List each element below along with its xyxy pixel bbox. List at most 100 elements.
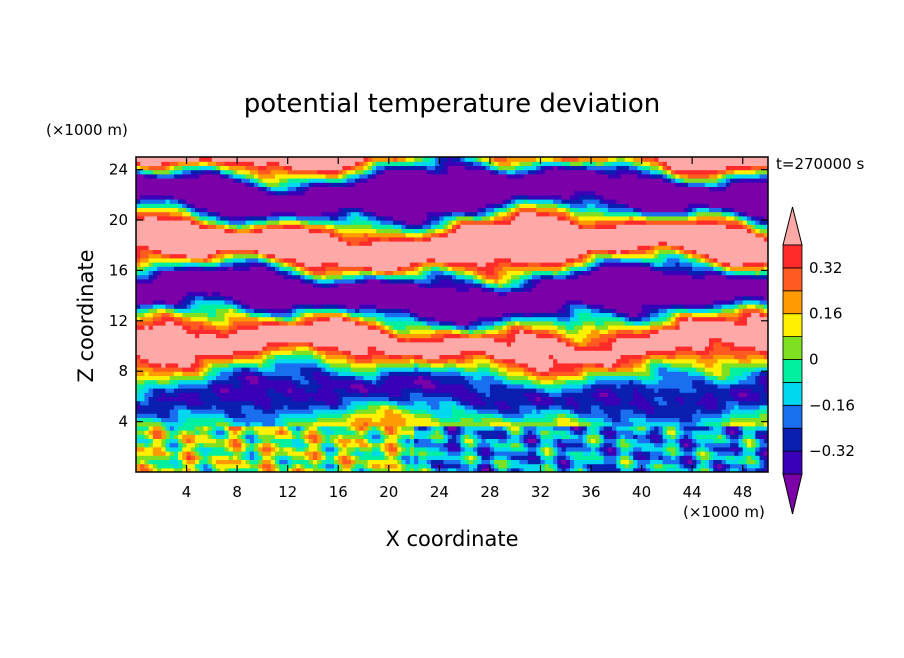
field-cell bbox=[574, 463, 584, 469]
field-cell bbox=[721, 463, 727, 469]
field-cell bbox=[338, 308, 348, 313]
field-cell bbox=[173, 451, 179, 456]
field-cell bbox=[519, 409, 533, 414]
field-cell bbox=[342, 467, 352, 472]
field-cell bbox=[409, 312, 415, 318]
field-cell bbox=[317, 451, 322, 456]
field-cell bbox=[380, 463, 386, 469]
colorbar-segment bbox=[782, 427, 803, 452]
field-cell bbox=[468, 434, 474, 439]
field-cell bbox=[388, 455, 394, 460]
field-cell bbox=[367, 430, 381, 435]
field-cell bbox=[199, 430, 209, 435]
field-cell bbox=[317, 316, 331, 322]
field-cell bbox=[376, 371, 381, 376]
field-cell bbox=[253, 400, 272, 406]
field-cell bbox=[746, 463, 761, 469]
field-cell bbox=[371, 425, 377, 431]
field-cell bbox=[523, 425, 537, 431]
field-cell bbox=[232, 299, 238, 305]
field-cell bbox=[152, 451, 167, 456]
field-cell bbox=[384, 463, 398, 469]
field-cell bbox=[241, 367, 251, 372]
field-cell bbox=[569, 274, 579, 280]
field-cell bbox=[321, 228, 335, 234]
field-cell bbox=[734, 215, 740, 221]
field-cell bbox=[675, 463, 681, 469]
field-cell bbox=[510, 341, 567, 347]
field-cell bbox=[532, 329, 550, 334]
field-cell bbox=[532, 287, 768, 292]
field-cell bbox=[692, 266, 714, 271]
field-cell bbox=[380, 430, 386, 435]
field-cell bbox=[367, 434, 373, 439]
field-cell bbox=[755, 451, 761, 456]
field-cell bbox=[464, 438, 474, 444]
field-cell bbox=[241, 224, 251, 229]
field-cell bbox=[527, 375, 537, 381]
field-cell bbox=[308, 459, 314, 465]
field-cell bbox=[464, 274, 474, 280]
field-cell bbox=[692, 434, 697, 439]
field-cell bbox=[755, 346, 768, 351]
field-cell bbox=[266, 354, 276, 360]
field-cell bbox=[557, 467, 563, 472]
field-cell bbox=[574, 413, 579, 418]
field-cell bbox=[393, 325, 407, 330]
field-cell bbox=[136, 371, 146, 376]
field-cell bbox=[275, 409, 314, 414]
field-cell bbox=[628, 312, 638, 318]
field-cell bbox=[220, 165, 230, 171]
field-cell bbox=[565, 455, 571, 460]
field-cell bbox=[704, 346, 714, 351]
field-cell bbox=[321, 430, 327, 435]
field-cell bbox=[506, 367, 525, 372]
field-cell bbox=[561, 392, 592, 397]
field-cell bbox=[136, 400, 141, 406]
field-cell bbox=[350, 467, 356, 472]
field-cell bbox=[679, 320, 735, 326]
field-cell bbox=[194, 295, 205, 301]
field-cell bbox=[140, 354, 196, 360]
field-cell bbox=[144, 215, 158, 221]
field-cell bbox=[557, 446, 563, 452]
field-cell bbox=[452, 413, 495, 418]
field-cell bbox=[603, 438, 617, 444]
field-cell bbox=[140, 249, 154, 255]
field-cell bbox=[430, 215, 440, 221]
field-cell bbox=[489, 463, 495, 469]
field-cell bbox=[426, 283, 432, 288]
field-cell bbox=[224, 417, 234, 423]
field-cell bbox=[216, 224, 226, 229]
field-cell bbox=[755, 442, 761, 448]
field-cell bbox=[270, 438, 293, 444]
field-cell bbox=[633, 467, 638, 472]
field-cell bbox=[464, 278, 474, 284]
field-cell bbox=[527, 194, 563, 200]
field-cell bbox=[241, 459, 247, 465]
field-cell bbox=[464, 325, 470, 330]
field-cell bbox=[603, 257, 622, 263]
field-cell bbox=[258, 249, 588, 255]
field-cell bbox=[709, 257, 714, 263]
field-cell bbox=[763, 438, 768, 444]
field-cell bbox=[616, 438, 622, 444]
field-cell bbox=[207, 220, 217, 225]
field-cell bbox=[371, 354, 390, 360]
field-cell bbox=[165, 430, 171, 435]
field-cell bbox=[519, 459, 529, 465]
field-cell bbox=[405, 337, 411, 343]
field-cell bbox=[717, 375, 727, 381]
field-cell bbox=[477, 367, 491, 372]
field-cell bbox=[136, 283, 314, 288]
field-cell bbox=[140, 404, 175, 410]
field-cell bbox=[169, 169, 175, 175]
field-cell bbox=[367, 467, 373, 472]
field-cell bbox=[173, 404, 188, 410]
field-cell bbox=[553, 354, 622, 360]
field-cell bbox=[687, 182, 706, 187]
field-cell bbox=[607, 329, 617, 334]
field-cell bbox=[291, 312, 297, 318]
field-cell bbox=[169, 161, 179, 166]
field-cell bbox=[759, 434, 768, 439]
